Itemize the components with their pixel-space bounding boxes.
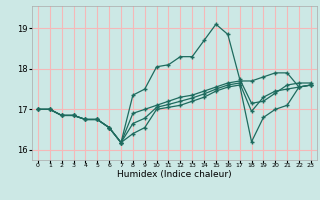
X-axis label: Humidex (Indice chaleur): Humidex (Indice chaleur) <box>117 170 232 179</box>
